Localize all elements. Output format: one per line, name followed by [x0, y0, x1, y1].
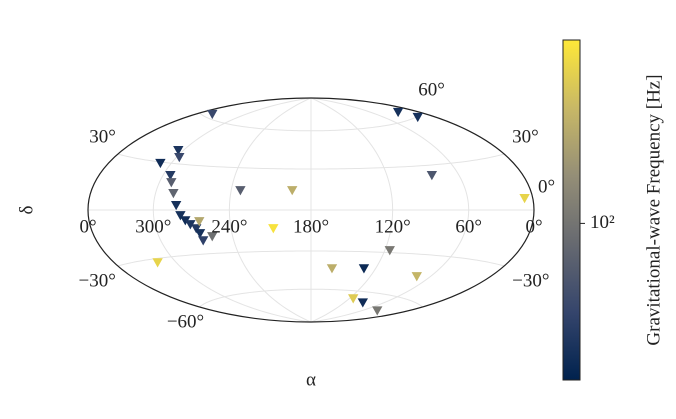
y-tick-label: 0° [538, 176, 555, 197]
x-tick-label: 240° [211, 216, 247, 237]
y-tick-label: −60° [167, 311, 204, 332]
y-tick-label: −30° [79, 270, 116, 291]
data-point [207, 109, 218, 120]
data-point [412, 112, 423, 123]
data-point [194, 229, 206, 239]
x-tick-label: 300° [135, 216, 171, 237]
x-tick-label: 0° [79, 216, 96, 237]
data-point [519, 194, 530, 204]
x-tick-label: 0° [525, 216, 542, 237]
data-point [166, 178, 177, 188]
x-tick-label: 120° [375, 216, 411, 237]
colorbar-tick-label: 10² [590, 212, 615, 233]
data-point [155, 158, 166, 169]
colorbar [562, 39, 581, 381]
y-tick-label: 30° [512, 126, 539, 147]
y-tick-label: −30° [512, 270, 549, 291]
grid-line [199, 288, 423, 308]
colorbar-label: Gravitational-wave Frequency [Hz] [643, 74, 664, 345]
data-point [287, 186, 298, 196]
data-point [175, 211, 186, 221]
data-point [194, 217, 205, 227]
grid-line [117, 250, 505, 267]
data-point [384, 246, 395, 256]
y-tick-label: 30° [89, 126, 116, 147]
data-point [207, 232, 218, 242]
data-point [348, 294, 359, 304]
data-point [173, 146, 184, 156]
map-border [87, 97, 535, 323]
x-axis-label: α [306, 369, 316, 390]
data-point [174, 152, 185, 163]
grid-line [117, 153, 505, 170]
data-point [411, 272, 422, 282]
data-point [191, 224, 202, 234]
data-point [198, 236, 209, 246]
y-axis-label: δ [16, 205, 37, 214]
data-point [235, 186, 246, 196]
grid-line [199, 112, 423, 132]
x-tick-label: 180° [293, 216, 329, 237]
data-point [170, 201, 182, 211]
data-point [152, 258, 163, 268]
data-point [326, 264, 338, 274]
data-point [165, 171, 176, 181]
data-point [358, 264, 370, 274]
x-tick-label: 60° [455, 216, 482, 237]
data-point [392, 107, 404, 118]
data-point [357, 298, 368, 308]
data-point [426, 171, 438, 181]
data-point [168, 189, 179, 199]
data-point [372, 306, 383, 316]
y-tick-label: 60° [418, 79, 445, 100]
data-point [268, 224, 279, 234]
